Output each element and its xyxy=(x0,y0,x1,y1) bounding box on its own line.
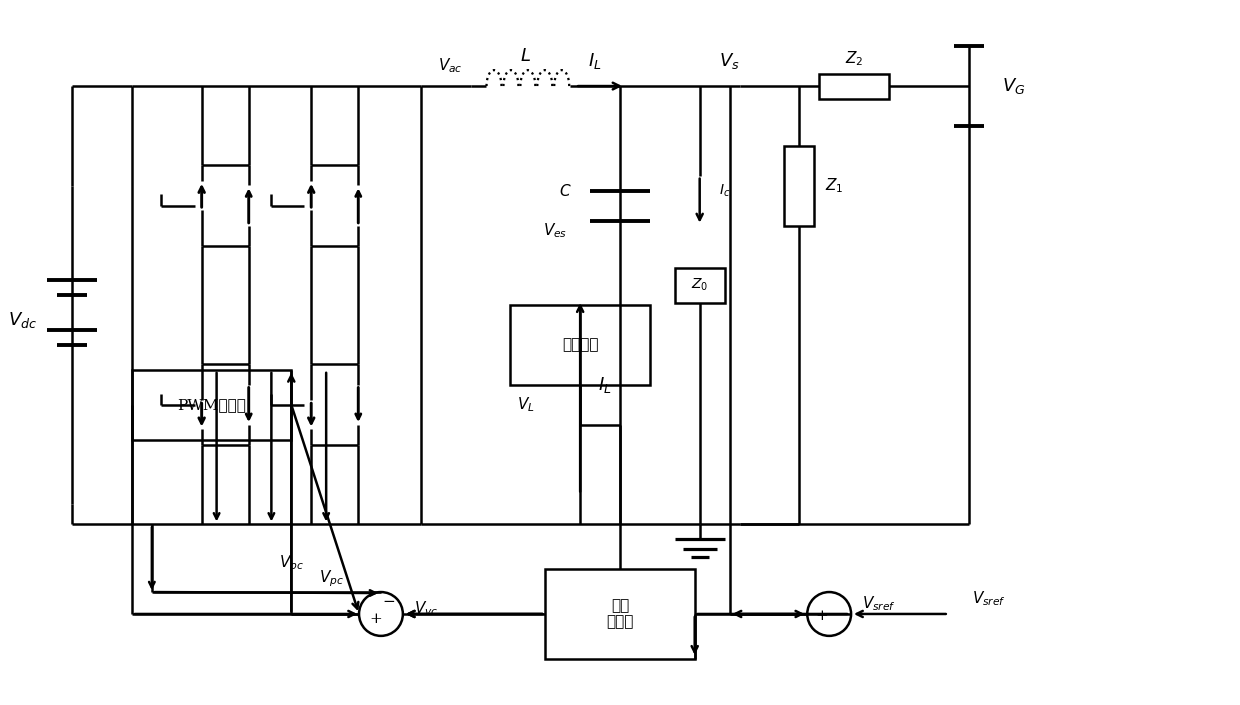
Text: $V_{dc}$: $V_{dc}$ xyxy=(7,310,37,330)
Text: $V_{ac}$: $V_{ac}$ xyxy=(438,57,463,75)
Text: $I_L$: $I_L$ xyxy=(588,51,601,71)
Text: $L$: $L$ xyxy=(520,47,531,65)
Text: $C$: $C$ xyxy=(559,183,572,199)
Text: $V_{pc}$: $V_{pc}$ xyxy=(319,569,343,589)
Bar xyxy=(546,569,694,658)
Bar xyxy=(131,370,291,440)
Text: $V_{es}$: $V_{es}$ xyxy=(543,221,568,240)
Text: $V_{vc}$: $V_{vc}$ xyxy=(414,600,438,618)
Text: −: − xyxy=(382,595,396,609)
Text: 虚拟电感: 虚拟电感 xyxy=(562,338,599,352)
Text: $V_s$: $V_s$ xyxy=(719,51,740,71)
Text: $V_L$: $V_L$ xyxy=(517,396,534,414)
Text: $Z_2$: $Z_2$ xyxy=(844,49,863,68)
Text: PWM调制器: PWM调制器 xyxy=(177,398,246,412)
Bar xyxy=(785,146,815,226)
Bar xyxy=(820,73,889,99)
Text: +: + xyxy=(370,612,382,626)
Text: $I_L$: $I_L$ xyxy=(598,375,611,395)
Text: $V_{sref}$: $V_{sref}$ xyxy=(862,594,897,613)
Text: +: + xyxy=(816,609,828,623)
Bar xyxy=(675,268,724,302)
Text: $I_c$: $I_c$ xyxy=(719,183,730,199)
Bar xyxy=(511,305,650,385)
Text: $Z_0$: $Z_0$ xyxy=(691,277,708,293)
Text: $V_{pc}$: $V_{pc}$ xyxy=(279,554,304,575)
Text: 电压
控制器: 电压 控制器 xyxy=(606,599,634,629)
Text: $V_G$: $V_G$ xyxy=(1002,76,1025,96)
Text: $V_{sref}$: $V_{sref}$ xyxy=(971,589,1006,608)
Text: $Z_1$: $Z_1$ xyxy=(825,176,843,195)
